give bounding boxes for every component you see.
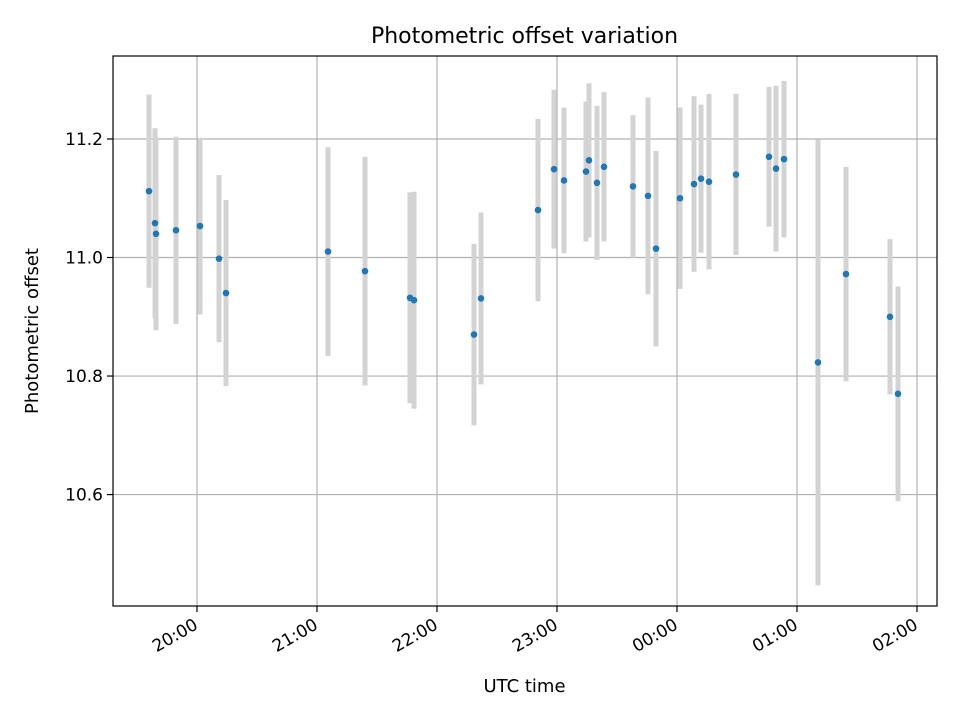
data-point	[644, 192, 652, 200]
grid-layer	[113, 56, 937, 606]
data-point	[842, 270, 850, 278]
data-point	[534, 206, 542, 214]
data-point	[172, 226, 180, 234]
y-tick-label: 11.2	[65, 130, 103, 150]
point-layer	[145, 153, 902, 398]
data-point	[593, 179, 601, 187]
data-point	[705, 178, 713, 185]
chart-title: Photometric offset variation	[371, 24, 678, 49]
data-point	[560, 177, 568, 184]
data-point	[732, 171, 740, 178]
data-point	[151, 219, 159, 227]
x-tick-label: 21:00	[269, 615, 321, 657]
data-point	[477, 295, 485, 302]
data-point	[772, 165, 780, 172]
data-point	[215, 255, 223, 262]
data-point	[145, 187, 153, 195]
y-tick-label: 10.6	[65, 486, 103, 506]
data-point	[600, 163, 608, 171]
x-tick-label: 01:00	[749, 615, 801, 657]
x-tick-label: 22:00	[389, 615, 441, 657]
data-point	[585, 157, 593, 164]
data-point	[361, 267, 369, 275]
data-point	[196, 222, 204, 230]
data-point	[324, 248, 332, 255]
data-point	[410, 296, 418, 304]
data-point	[470, 331, 478, 338]
data-point	[652, 245, 660, 252]
data-point	[697, 175, 705, 182]
data-point	[629, 183, 637, 190]
y-tick-label: 10.8	[65, 367, 103, 387]
data-point	[814, 359, 822, 366]
tick-layer: 10.6 10.8 11.0 11.2 20:00 21:00 22:00 23:00 00:0…	[65, 130, 921, 657]
data-point	[582, 168, 590, 175]
data-point	[765, 153, 773, 161]
x-tick-label: 00:00	[629, 615, 681, 657]
data-point	[886, 313, 894, 321]
data-point	[550, 165, 558, 173]
data-point	[780, 155, 788, 163]
y-axis-label: Photometric offset	[22, 248, 43, 414]
data-point	[676, 194, 684, 202]
x-tick-label: 23:00	[509, 615, 561, 657]
plot-frame	[112, 55, 938, 607]
data-point	[894, 390, 902, 398]
y-tick-label: 11.0	[65, 249, 103, 269]
data-point	[690, 180, 698, 188]
x-tick-label: 20:00	[149, 615, 201, 657]
data-point	[152, 230, 160, 238]
x-axis-label: UTC time	[483, 676, 565, 697]
x-tick-label: 02:00	[869, 615, 921, 657]
data-point	[222, 289, 230, 297]
